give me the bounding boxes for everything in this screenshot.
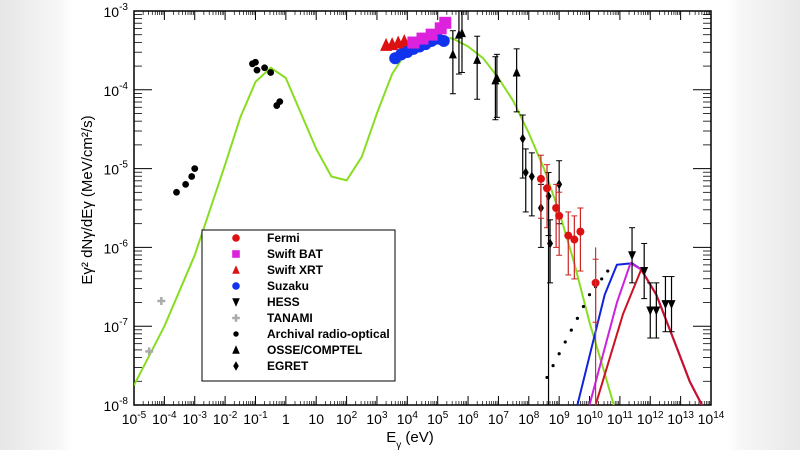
legend-item: TANAMI [232,311,313,325]
legend-label: OSSE/COMPTEL [267,343,362,357]
legend-label: Archival radio-optical [267,327,390,341]
legend-label: EGRET [267,359,309,373]
y-axis-title: Eγ² dNγ/dEγ (MeV/cm²/s) [79,115,96,284]
y-tick-label: 10-4 [104,81,129,99]
legend-label: Swift BAT [267,247,323,261]
x-tick-label: 10-5 [122,410,147,427]
series-tanami [145,296,166,356]
x-tick-label: 105 [427,410,449,427]
x-tick-label: 1014 [698,410,725,427]
legend: Fermi Swift BAT Swift XRT Suzaku HESS TANAMI A… [201,229,396,382]
x-tick-label: 107 [488,410,510,427]
egret-marker-icon [233,361,239,371]
x-tick-label: 1011 [607,410,633,427]
x-axis-ticks [133,11,712,405]
fermi-marker-icon [232,234,240,242]
y-axis-tick-labels: 10-8 10-7 10-6 10-5 10-4 10-3 [104,2,129,414]
x-tick-label: 108 [518,410,540,427]
data-series [134,11,703,405]
suzaku-marker-icon [232,282,240,290]
legend-item: Swift XRT [232,263,324,277]
legend-item: Archival radio-optical [233,327,390,341]
y-axis-ticks [134,10,711,406]
y-tick-label: 10-5 [104,160,129,178]
x-tick-label: 1012 [637,410,664,427]
x-axis-tick-labels: 10-5 10-4 10-3 10-2 10-1 1 10 102 103 104 105 106 10… [122,410,725,427]
series-swift-xrt [380,33,411,51]
legend-item: Fermi [232,231,300,245]
x-tick-label: 1 [282,411,290,427]
y-tick-label: 10-7 [104,317,129,335]
legend-item: Suzaku [232,279,309,293]
x-tick-label: 1013 [667,410,694,427]
legend-label: TANAMI [267,311,313,325]
y-tick-label: 10-8 [104,396,129,414]
legend-label: HESS [267,295,300,309]
legend-label: Swift XRT [267,263,324,277]
swift-xrt-marker-icon [232,265,240,274]
x-tick-label: 10 [308,411,324,427]
series-hess [628,227,676,339]
x-tick-label: 102 [336,410,358,427]
y-tick-label: 10-3 [104,2,129,20]
series-swift-bat [407,16,452,49]
legend-item: OSSE/COMPTEL [232,343,362,357]
x-axis-title: Eγ (eV) [386,429,434,450]
legend-label: Fermi [267,231,300,245]
archival-radio-optical-marker-icon [233,331,239,337]
legend-item: Swift BAT [232,247,323,261]
series-osse-comptel [448,11,521,121]
x-tick-label: 104 [397,410,419,427]
series-archival-radio-optical [173,58,284,196]
legend-label: Suzaku [267,279,309,293]
x-tick-label: 10-2 [213,410,238,427]
swift-bat-marker-icon [232,250,240,258]
x-tick-label: 109 [549,410,571,427]
x-tick-label: 103 [366,410,388,427]
hess-marker-icon [232,298,240,307]
x-tick-label: 106 [457,410,479,427]
x-tick-label: 10-3 [182,410,207,427]
x-tick-label: 10-4 [152,410,177,427]
y-tick-label: 10-6 [104,238,129,256]
osse-comptel-marker-icon [232,345,240,354]
x-tick-label: 10-1 [243,410,268,427]
legend-item: EGRET [233,359,309,373]
x-tick-label: 1010 [576,410,603,427]
legend-item: HESS [232,295,300,309]
